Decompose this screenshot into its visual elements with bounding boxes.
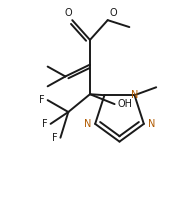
Text: N: N <box>148 119 155 129</box>
Text: OH: OH <box>118 99 133 109</box>
Text: N: N <box>131 90 138 100</box>
Text: O: O <box>64 8 72 18</box>
Text: F: F <box>39 95 45 105</box>
Text: N: N <box>84 119 91 129</box>
Text: O: O <box>110 8 117 18</box>
Text: F: F <box>42 119 48 129</box>
Text: F: F <box>52 133 58 143</box>
